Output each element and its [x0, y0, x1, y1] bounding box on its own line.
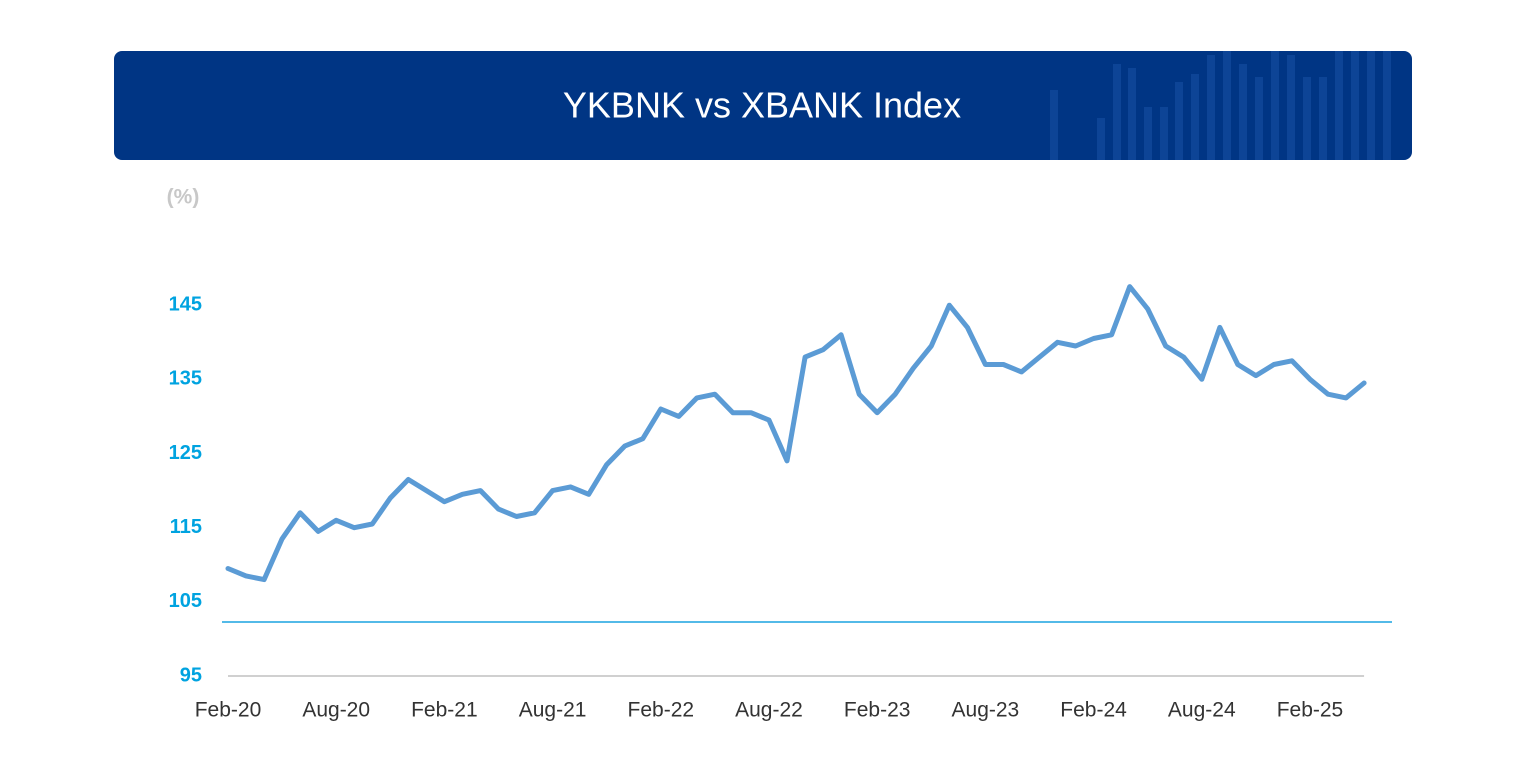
- x-tick-label: Aug-22: [735, 699, 803, 722]
- x-tick-label: Aug-20: [302, 699, 370, 722]
- x-tick-label: Aug-21: [519, 699, 587, 722]
- chart-title: YKBNK vs XBANK Index: [563, 85, 961, 126]
- x-tick-label: Aug-23: [952, 699, 1020, 722]
- y-tick-label: 135: [169, 368, 202, 390]
- x-tick-label: Feb-22: [628, 699, 695, 722]
- y-tick-label: 115: [170, 516, 202, 538]
- data-line: [225, 284, 1367, 583]
- y-tick-label: 145: [169, 293, 202, 315]
- y-axis-label: (%): [167, 186, 200, 209]
- x-tick-label: Feb-23: [844, 699, 911, 722]
- x-tick-label: Feb-25: [1277, 699, 1344, 722]
- x-tick-label: Feb-21: [411, 699, 478, 722]
- header-decoration: [1050, 51, 1391, 160]
- x-tick-label: Feb-24: [1060, 699, 1127, 722]
- header-banner: [114, 51, 1412, 160]
- x-tick-label: Aug-24: [1168, 699, 1236, 722]
- y-tick-label: 125: [169, 442, 202, 464]
- y-tick-label: 95: [180, 664, 202, 686]
- x-tick-label: Feb-20: [195, 699, 262, 722]
- y-tick-label: 105: [169, 590, 202, 612]
